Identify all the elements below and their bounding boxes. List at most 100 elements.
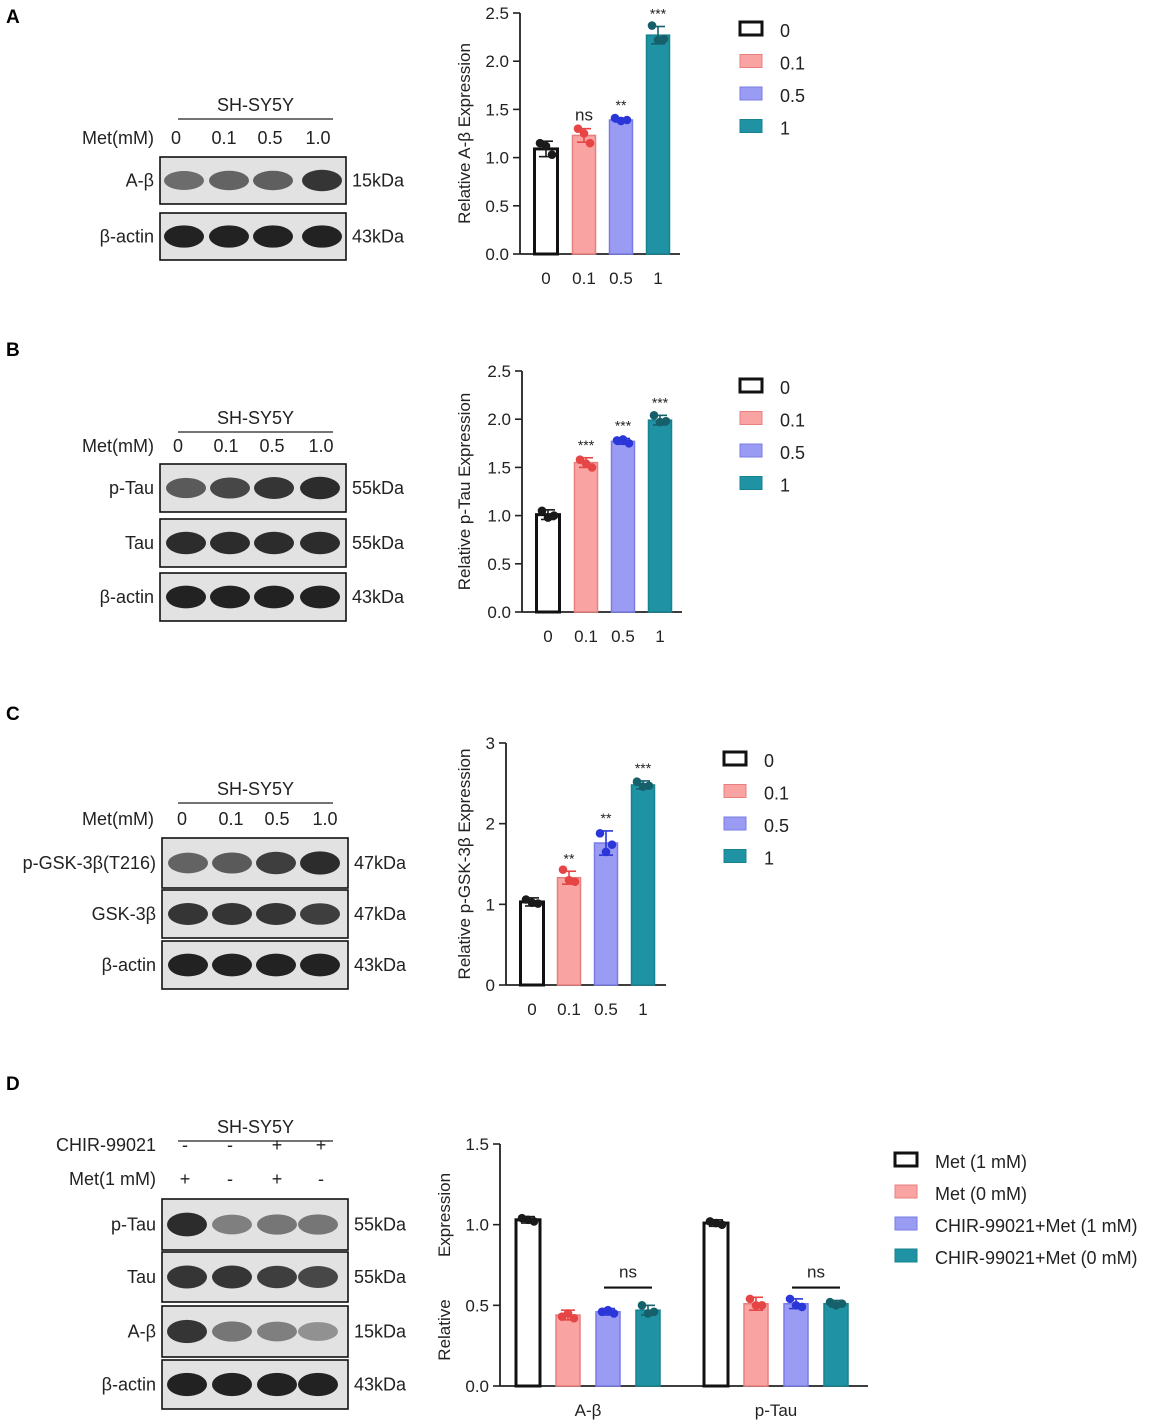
blot-label: β-actin [102,955,156,975]
blot-row: GSK-3β 47kDa [92,889,407,939]
bar [556,876,582,986]
bar [743,1302,769,1387]
y-tick-label: 0.5 [487,555,511,574]
blot-row: A-β 15kDa [126,156,405,205]
legend-swatch [893,1151,919,1168]
data-point [622,115,632,125]
bar [595,1311,621,1387]
y-axis-label: Relative p-GSK-3β Expression [455,749,474,980]
cell-line-label: SH-SY5Y [217,95,294,115]
significance-label: *** [578,437,595,453]
bar-chart-A: 0.0 0.5 1.0 1.5 2.0 2.5 Relative A-β Expressio… [455,4,805,288]
blot-band [257,1321,297,1342]
lane-label: 0.5 [257,128,282,148]
data-point [644,781,654,791]
blot-band [298,1322,338,1341]
significance-label: ** [616,97,627,113]
legend-label: Met (1 mM) [935,1152,1027,1172]
blot-band [212,903,252,925]
significance-label: *** [615,417,632,433]
data-point [579,129,589,138]
treatment-sign: + [272,1169,283,1189]
lane-label: 0.5 [264,809,289,829]
panel-letter: C [6,704,20,725]
blot-kda: 47kDa [354,853,407,873]
data-point [661,416,671,426]
legend-label: CHIR-99021+Met (0 mM) [935,1248,1138,1268]
x-tick-label: 0 [527,1000,536,1019]
lane-label: 1.0 [308,436,333,456]
blot-label: GSK-3β [92,904,156,924]
x-tick-label: 0.1 [574,627,598,646]
blot-band [166,477,206,499]
data-point [569,1313,579,1323]
data-point [632,777,642,787]
y-tick-label: 2.0 [487,410,511,429]
treatment-label: CHIR-99021 [56,1135,156,1155]
legend-swatch [738,20,764,37]
y-tick-label: 2.0 [485,52,509,71]
data-point [637,1301,647,1310]
legend-label: 0.1 [780,54,805,74]
data-point [717,1220,727,1229]
x-tick-label: 0.5 [609,269,633,288]
blot-band [256,851,296,875]
x-tick-label: 0 [541,269,550,288]
data-point [649,411,659,420]
panel-letter: B [6,340,20,361]
bar [783,1302,809,1387]
blot-band [167,1372,207,1397]
bar [608,119,634,255]
panel-letter: A [6,7,20,28]
comparison-label: ns [619,1263,637,1282]
blot-label: Tau [127,1267,156,1287]
treatment-sign: - [318,1169,324,1189]
y-tick-label: 1.5 [465,1135,489,1154]
blot-kda: 43kDa [352,587,405,607]
legend-label: 0 [780,21,790,41]
blot-row: β-actin 43kDa [102,1359,407,1410]
blot-kda: 55kDa [352,478,405,498]
legend-swatch [739,54,763,68]
bar [555,1314,581,1387]
legend-swatch [739,411,763,425]
y-tick-label: 0.0 [465,1377,489,1396]
x-tick-label: 0.1 [572,269,596,288]
data-point [547,150,557,160]
y-tick-label: 2 [486,815,495,834]
data-point [649,1307,659,1317]
y-tick-label: 1.0 [485,149,509,168]
data-point [601,847,611,857]
y-tick-label: 1.0 [465,1216,489,1235]
legend-swatch [723,849,747,863]
blot-band [298,1372,338,1397]
lane-label: 0.5 [259,436,284,456]
legend-swatch [894,1248,918,1263]
legend-swatch [723,784,747,798]
y-tick-label: 1.5 [485,100,509,119]
x-tick-label: 0.5 [611,627,635,646]
x-tick-label: 0.5 [594,1000,618,1019]
data-point [659,34,669,44]
data-point [573,124,583,133]
significance-label: *** [635,760,652,776]
significance-label: ** [564,850,575,866]
x-tick-label: p-Tau [755,1401,798,1420]
bar [571,134,597,255]
blot-row: β-actin 43kDa [102,940,407,990]
treatment-sign: + [180,1169,191,1189]
y-tick-label: 0.5 [465,1296,489,1315]
bar [630,784,656,986]
legend-label: CHIR-99021+Met (1 mM) [935,1216,1138,1236]
cell-line-label: SH-SY5Y [217,1117,294,1137]
legend-label: Met (0 mM) [935,1184,1027,1204]
data-point [541,141,551,151]
blot-band [300,953,340,977]
legend-swatch [738,377,764,394]
treatment-sign: - [227,1135,233,1155]
blot-kda: 55kDa [354,1215,407,1235]
blot-band [253,170,293,191]
data-point [563,1309,573,1318]
blot-label: β-actin [100,587,154,607]
data-point [537,506,547,516]
